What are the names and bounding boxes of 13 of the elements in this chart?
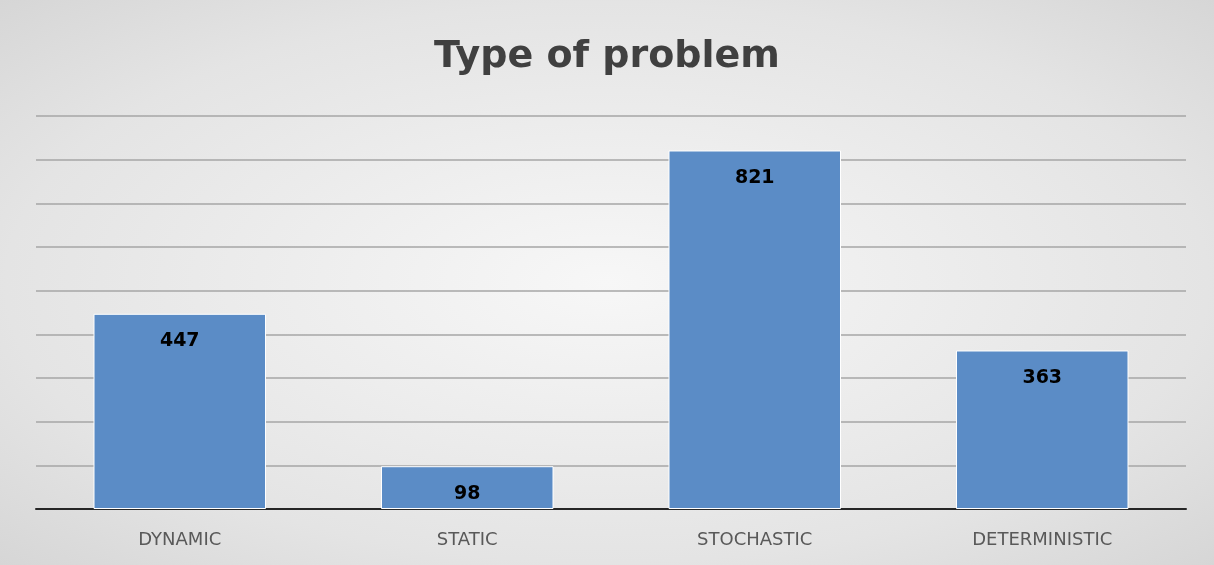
data-label: 447	[159, 328, 200, 351]
bar	[668, 150, 841, 509]
x-tick-label: STOCHASTIC	[697, 527, 813, 549]
x-tick-label: STATIC	[436, 527, 498, 549]
chart-title: Type of problem	[434, 32, 780, 76]
data-label: 98	[454, 480, 481, 503]
data-label: 821	[734, 165, 775, 187]
data-label: 363	[1022, 364, 1063, 387]
x-tick-label: DETERMINISTIC	[972, 527, 1113, 549]
bar	[93, 313, 266, 509]
bar	[381, 466, 554, 509]
bar	[956, 350, 1129, 509]
x-tick-label: DYNAMIC	[138, 527, 222, 549]
